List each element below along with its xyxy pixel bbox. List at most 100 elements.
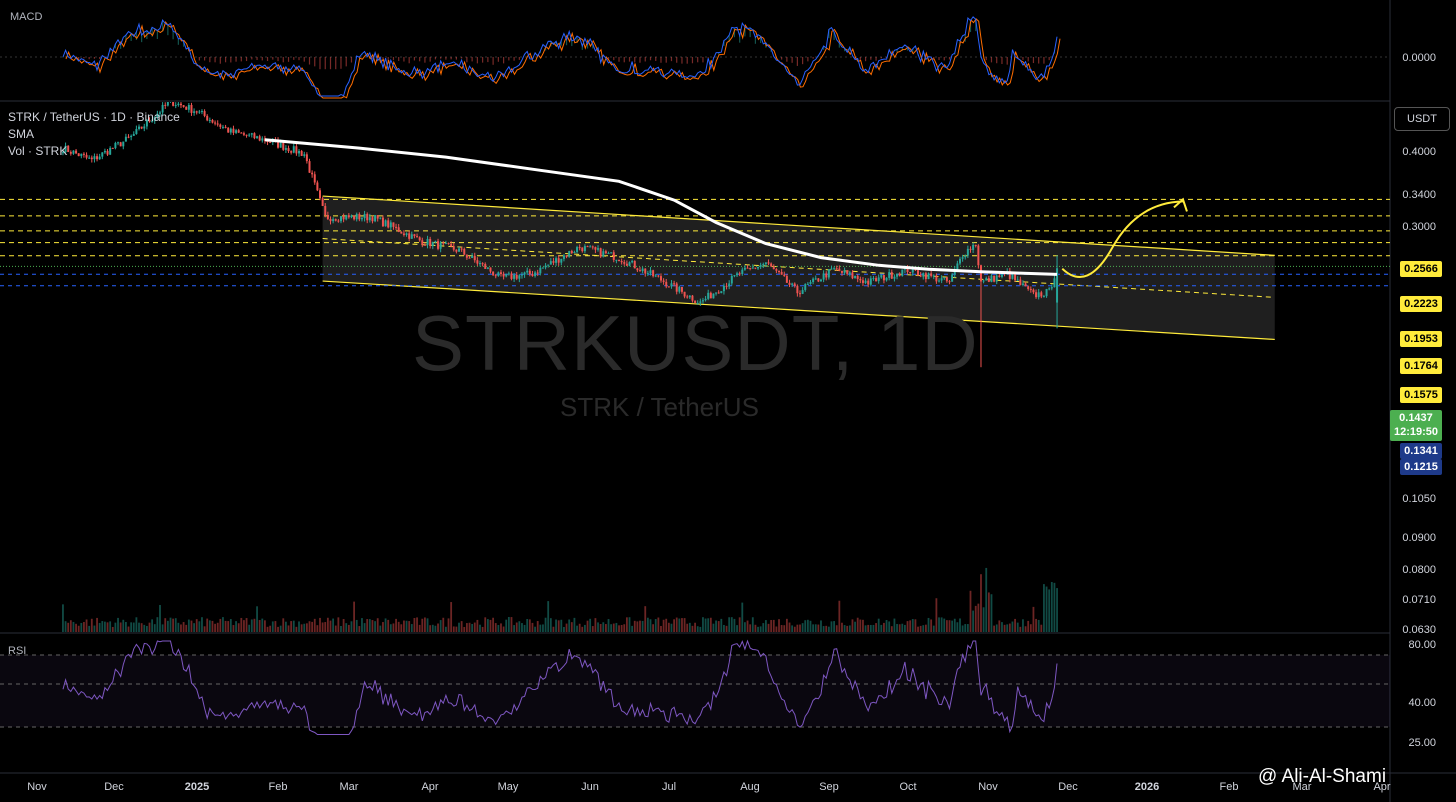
volume-bar bbox=[806, 619, 809, 632]
volume-bar bbox=[741, 602, 744, 632]
projection-arrowhead bbox=[1173, 197, 1188, 212]
candle-body bbox=[253, 133, 256, 139]
volume-bar bbox=[104, 621, 106, 632]
volume-bar bbox=[966, 624, 969, 632]
volume-bar bbox=[683, 618, 686, 632]
macd-histogram-bar bbox=[245, 57, 248, 62]
volume-bar bbox=[757, 626, 759, 632]
volume-bar bbox=[788, 622, 791, 632]
macd-histogram-bar bbox=[272, 57, 274, 60]
candle-body bbox=[187, 104, 190, 110]
candle-body bbox=[353, 215, 356, 220]
candle-body bbox=[539, 267, 542, 274]
macd-histogram-bar bbox=[314, 57, 316, 67]
volume-bar bbox=[953, 618, 956, 632]
candle-body bbox=[1014, 274, 1017, 280]
volume-bar bbox=[985, 567, 988, 632]
currency-button[interactable]: USDT bbox=[1394, 107, 1450, 131]
candle-body bbox=[631, 260, 634, 263]
bar-countdown: 12:19:50 bbox=[1393, 426, 1438, 438]
candle-body bbox=[785, 276, 788, 283]
volume-bar bbox=[578, 623, 581, 632]
volume-bar bbox=[715, 620, 717, 632]
candle-body bbox=[893, 276, 896, 279]
candle-body bbox=[712, 293, 715, 299]
volume-bar bbox=[872, 624, 875, 632]
volume-bar bbox=[599, 623, 602, 632]
symbol-legend[interactable]: STRK / TetherUS · 1D · Binance bbox=[8, 110, 180, 124]
candle-body bbox=[848, 272, 851, 274]
volume-bar bbox=[780, 625, 783, 632]
volume-bar bbox=[649, 619, 652, 632]
macd-histogram-bar bbox=[670, 57, 673, 62]
volume-bar bbox=[235, 621, 237, 632]
macd-histogram-bar bbox=[340, 57, 342, 69]
volume-bar bbox=[704, 618, 707, 632]
candle-body bbox=[277, 140, 280, 148]
candle-body bbox=[366, 213, 369, 221]
candle-body bbox=[607, 252, 610, 254]
candle-body bbox=[998, 275, 1001, 277]
candle-body bbox=[990, 275, 993, 282]
volume-bar bbox=[584, 624, 586, 632]
volume-bar bbox=[838, 600, 841, 632]
candle-body bbox=[195, 111, 198, 113]
candle-body bbox=[969, 248, 972, 250]
candle-body bbox=[743, 267, 746, 270]
volume-bar bbox=[589, 618, 592, 632]
volume-bar bbox=[421, 618, 424, 632]
volume-bar bbox=[938, 617, 940, 632]
candle-body bbox=[455, 249, 458, 252]
volume-bar bbox=[403, 620, 405, 632]
macd-histogram-bar bbox=[607, 57, 610, 60]
price-tick: 0.0630 bbox=[1402, 624, 1436, 636]
candle-body bbox=[153, 117, 156, 121]
volume-bar bbox=[1001, 622, 1003, 632]
volume-bar bbox=[321, 622, 324, 632]
volume-bar bbox=[759, 626, 762, 632]
rsi-tick-80: 80.00 bbox=[1408, 639, 1436, 651]
candle-body bbox=[374, 215, 377, 222]
candle-body bbox=[859, 278, 862, 281]
macd-histogram-bar bbox=[791, 57, 793, 63]
macd-histogram-bar bbox=[230, 57, 232, 63]
candle-body bbox=[654, 275, 657, 277]
time-tick: Dec bbox=[104, 781, 124, 793]
candle-body bbox=[250, 133, 253, 135]
candle-body bbox=[227, 127, 230, 133]
candle-body bbox=[1056, 268, 1059, 303]
volume-legend[interactable]: Vol · STRK bbox=[8, 144, 68, 158]
macd-histogram-bar bbox=[802, 57, 804, 65]
candle-body bbox=[725, 285, 728, 287]
candle-body bbox=[675, 283, 678, 292]
candle-body bbox=[783, 274, 786, 277]
candle-body bbox=[688, 295, 691, 298]
volume-bar bbox=[660, 625, 662, 632]
macd-histogram-bar bbox=[403, 57, 405, 62]
macd-histogram-bar bbox=[298, 57, 300, 61]
macd-histogram-bar bbox=[214, 57, 216, 63]
candle-body bbox=[909, 272, 912, 274]
volume-bar bbox=[271, 621, 274, 632]
volume-bar bbox=[644, 606, 647, 632]
candle-body bbox=[694, 300, 697, 303]
volume-bar bbox=[174, 618, 177, 632]
candle-body bbox=[258, 136, 261, 141]
volume-bar bbox=[172, 618, 175, 632]
macd-histogram-bar bbox=[251, 57, 253, 60]
macd-histogram-bar bbox=[183, 41, 185, 47]
volume-bar bbox=[295, 626, 298, 632]
candle-body bbox=[290, 151, 293, 153]
candle-body bbox=[88, 157, 91, 159]
macd-histogram-bar bbox=[555, 41, 557, 47]
sma-legend[interactable]: SMA bbox=[8, 127, 35, 141]
macd-histogram-bar bbox=[796, 57, 798, 66]
volume-bar bbox=[883, 622, 885, 632]
candle-body bbox=[339, 216, 342, 222]
volume-bar bbox=[203, 626, 206, 632]
volume-bar bbox=[744, 622, 746, 632]
candle-body bbox=[332, 219, 335, 222]
volume-bar bbox=[1011, 621, 1014, 632]
candle-body bbox=[770, 263, 773, 267]
